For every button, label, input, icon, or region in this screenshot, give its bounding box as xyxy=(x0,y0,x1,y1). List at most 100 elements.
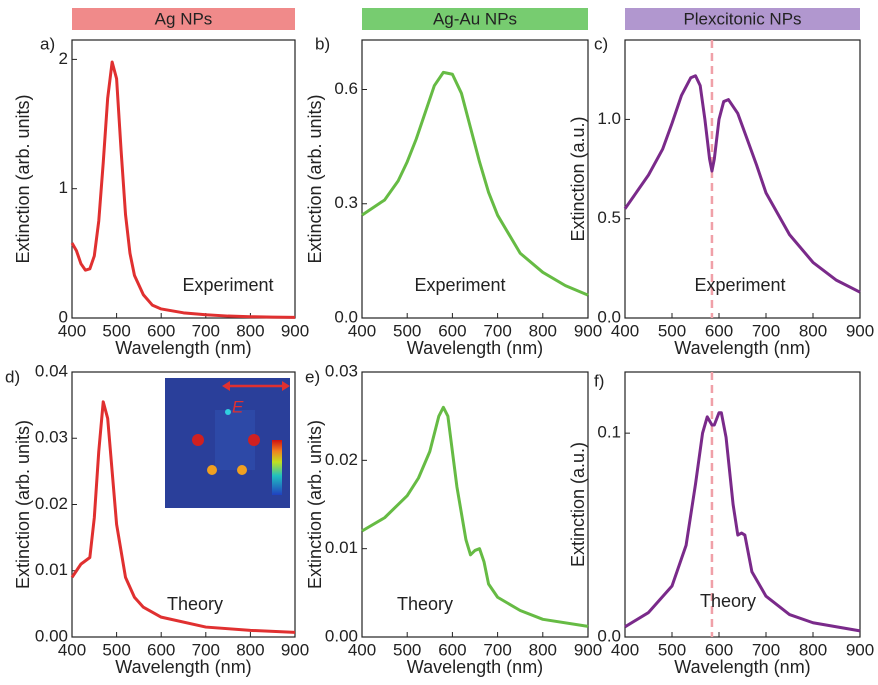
x-tick-label: 600 xyxy=(438,640,466,659)
x-tick-label: 500 xyxy=(658,640,686,659)
plot-frame xyxy=(71,39,296,319)
x-tick-label: 900 xyxy=(846,321,874,340)
x-tick-label: 900 xyxy=(281,640,309,659)
y-tick-label: 0.6 xyxy=(334,79,358,98)
annotation: Experiment xyxy=(694,275,785,295)
y-tick-label: 0.03 xyxy=(35,428,68,447)
x-tick-label: 500 xyxy=(393,640,421,659)
x-tick-label: 800 xyxy=(799,640,827,659)
inset-label: E xyxy=(232,397,244,416)
x-axis-label: Wavelength (nm) xyxy=(115,338,251,358)
x-tick-label: 700 xyxy=(192,640,220,659)
data-line xyxy=(361,70,589,297)
inset-colorbar xyxy=(272,440,282,495)
x-axis-label: Wavelength (nm) xyxy=(674,657,810,677)
x-tick-label: 700 xyxy=(752,640,780,659)
x-tick-label: 900 xyxy=(846,640,874,659)
x-tick-label: 800 xyxy=(236,640,264,659)
x-tick-label: 400 xyxy=(611,640,639,659)
x-tick-label: 400 xyxy=(58,640,86,659)
plot-frame xyxy=(624,39,861,319)
panel-label: f) xyxy=(594,371,604,390)
x-tick-label: 500 xyxy=(393,321,421,340)
panel-label: c) xyxy=(594,34,608,53)
x-tick-label: 600 xyxy=(438,321,466,340)
plot-frame xyxy=(361,39,589,319)
y-tick-label: 0.0 xyxy=(334,307,358,326)
panel-label: e) xyxy=(305,367,320,386)
x-tick-label: 700 xyxy=(483,640,511,659)
y-tick-label: 0.02 xyxy=(35,494,68,513)
x-tick-label: 900 xyxy=(574,321,602,340)
header-bar xyxy=(362,8,588,30)
y-tick-label: 1.0 xyxy=(597,109,621,128)
x-tick-label: 800 xyxy=(799,321,827,340)
data-line xyxy=(624,411,861,633)
inset-hotspot xyxy=(237,465,247,475)
inset-arrow-head xyxy=(222,381,290,391)
y-tick-label: 1 xyxy=(59,178,68,197)
inset-hotspot xyxy=(207,465,217,475)
y-tick-label: 0.00 xyxy=(325,626,358,645)
y-tick-label: 0 xyxy=(59,307,68,326)
panel-label: d) xyxy=(5,367,20,386)
x-tick-label: 400 xyxy=(348,640,376,659)
y-tick-label: 0.01 xyxy=(325,538,358,557)
inset-hotspot xyxy=(225,409,231,415)
annotation: Theory xyxy=(397,594,453,614)
annotation: Experiment xyxy=(414,275,505,295)
plot-frame xyxy=(624,371,861,638)
data-line xyxy=(70,400,296,634)
x-tick-label: 800 xyxy=(236,321,264,340)
header: Plexcitonic NPs xyxy=(683,9,801,28)
x-tick-label: 600 xyxy=(705,321,733,340)
x-tick-label: 600 xyxy=(147,321,175,340)
x-tick-label: 700 xyxy=(192,321,220,340)
y-tick-label: 0.00 xyxy=(35,626,68,645)
annotation: Theory xyxy=(700,591,756,611)
x-tick-label: 400 xyxy=(348,321,376,340)
inset: E xyxy=(165,378,290,508)
x-tick-label: 700 xyxy=(752,321,780,340)
y-tick-label: 0.03 xyxy=(325,361,358,380)
x-tick-label: 400 xyxy=(611,321,639,340)
x-tick-label: 900 xyxy=(281,321,309,340)
header: Ag-Au NPs xyxy=(433,9,517,28)
x-tick-label: 500 xyxy=(658,321,686,340)
x-tick-label: 500 xyxy=(102,640,130,659)
x-tick-label: 900 xyxy=(574,640,602,659)
y-tick-label: 0.5 xyxy=(597,208,621,227)
y-tick-label: 0.0 xyxy=(597,626,621,645)
annotation: Experiment xyxy=(182,275,273,295)
annotation: Theory xyxy=(167,594,223,614)
x-axis-label: Wavelength (nm) xyxy=(407,338,543,358)
header-bar xyxy=(625,8,860,30)
y-tick-label: 0.1 xyxy=(597,423,621,442)
plot-frame xyxy=(361,371,589,638)
y-axis-label: Extinction (arb. units) xyxy=(305,94,325,263)
y-axis-label: Extinction (arb. units) xyxy=(13,420,33,589)
y-tick-label: 0.04 xyxy=(35,361,68,380)
y-axis-label: Extinction (a.u.) xyxy=(568,116,588,241)
y-tick-label: 0.02 xyxy=(325,450,358,469)
inset-hotspot xyxy=(192,434,204,446)
y-tick-label: 0.0 xyxy=(597,307,621,326)
data-line xyxy=(361,405,589,628)
x-tick-label: 600 xyxy=(705,640,733,659)
panel-label: a) xyxy=(40,34,55,53)
y-tick-label: 0.3 xyxy=(334,193,358,212)
panel-label: b) xyxy=(315,34,330,53)
y-axis-label: Extinction (arb. units) xyxy=(305,420,325,589)
y-axis-label: Extinction (arb. units) xyxy=(13,94,33,263)
x-tick-label: 400 xyxy=(58,321,86,340)
x-tick-label: 500 xyxy=(102,321,130,340)
data-line xyxy=(70,60,296,319)
x-tick-label: 600 xyxy=(147,640,175,659)
y-tick-label: 0.01 xyxy=(35,560,68,579)
inset-hotspot xyxy=(248,434,260,446)
x-axis-label: Wavelength (nm) xyxy=(407,657,543,677)
y-tick-label: 2 xyxy=(59,49,68,68)
header: Ag NPs xyxy=(155,9,213,28)
